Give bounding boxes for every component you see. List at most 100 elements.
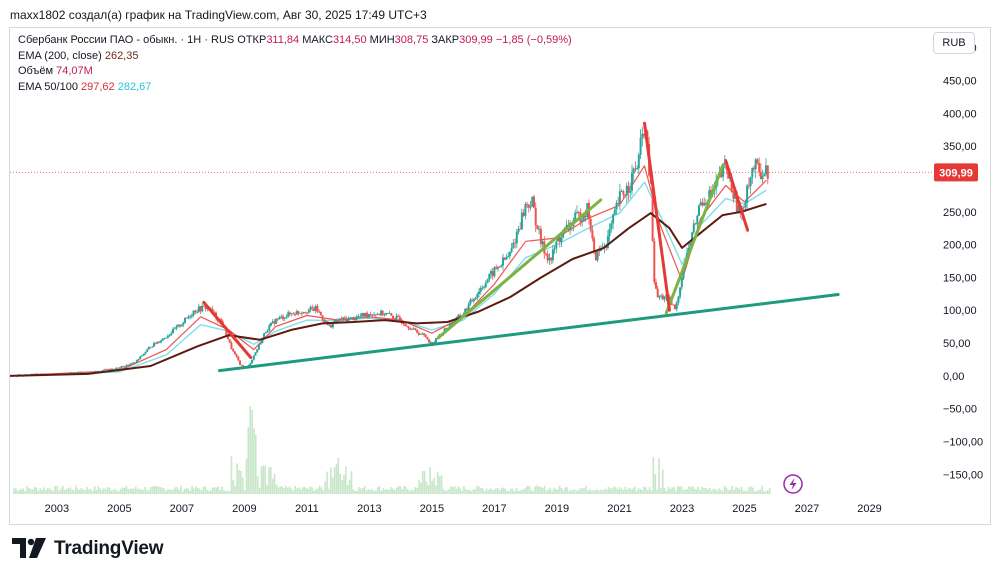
volume-bar <box>705 487 707 494</box>
volume-bar <box>639 488 642 494</box>
candle-body <box>299 312 302 314</box>
candle-body <box>282 316 284 320</box>
candle-body <box>151 346 154 348</box>
candle-body <box>747 185 750 187</box>
candle-body <box>268 325 271 331</box>
chart-author-line: maxx1802 создал(а) график на TradingView… <box>10 8 427 22</box>
volume-bar <box>193 488 195 494</box>
candle-body <box>761 176 764 180</box>
volume-bar <box>361 488 364 494</box>
candle-body <box>122 366 125 368</box>
volume-bar <box>320 487 323 494</box>
legend-high-label: МАКС <box>302 34 333 46</box>
volume-bar <box>667 486 670 494</box>
candle-body <box>522 212 525 216</box>
volume-bar <box>185 487 188 494</box>
volume-bar <box>538 486 540 494</box>
candle-body <box>331 323 334 328</box>
volume-bar <box>671 487 673 494</box>
volume-bar <box>708 487 711 494</box>
candle-body <box>507 256 510 258</box>
legend-volume-row[interactable]: Объём 74,07M <box>18 64 572 80</box>
volume-bar <box>298 487 300 494</box>
candle-body <box>395 315 398 320</box>
candle-body <box>189 316 192 318</box>
candle-body <box>629 190 632 193</box>
candle-body <box>79 372 82 374</box>
volume-bar <box>63 490 66 494</box>
volume-bar <box>18 489 21 494</box>
candle-body <box>577 212 580 213</box>
candle-body <box>517 228 520 232</box>
y-axis-tick-label: −100,00 <box>943 437 983 449</box>
volume-bar <box>301 487 304 494</box>
candle-body <box>660 295 663 297</box>
volume-bar <box>707 489 709 494</box>
volume-bar <box>262 465 265 494</box>
candle-body <box>373 314 376 316</box>
volume-bar <box>506 490 508 494</box>
candle-body <box>280 316 283 318</box>
candle-body <box>362 313 365 317</box>
volume-bar <box>91 490 94 494</box>
candle-body <box>639 137 642 155</box>
volume-bar <box>285 485 287 494</box>
candle-body <box>675 302 678 310</box>
candle-body <box>699 202 702 206</box>
candle-body <box>380 310 382 316</box>
volume-bar <box>281 486 283 494</box>
volume-bar <box>549 487 551 494</box>
candle-body <box>613 209 616 215</box>
volume-bar <box>75 485 77 494</box>
volume-bar <box>191 485 193 494</box>
candle-body <box>622 191 625 195</box>
volume-bar <box>350 471 353 494</box>
events-icon[interactable] <box>783 474 803 494</box>
x-axis-tick-label: 2013 <box>357 503 381 515</box>
currency-button[interactable]: RUB <box>933 32 975 54</box>
volume-bar <box>763 491 765 494</box>
volume-bar <box>511 488 514 494</box>
volume-bar <box>532 491 535 494</box>
volume-bar <box>189 490 191 494</box>
volume-bar <box>588 489 591 494</box>
volume-bar <box>602 490 604 494</box>
volume-bar <box>658 458 660 494</box>
volume-bar <box>30 488 32 494</box>
volume-bar <box>80 488 83 494</box>
tradingview-logo[interactable]: TradingView <box>12 538 164 560</box>
legend-instrument[interactable]: Сбербанк России ПАО - обыкн. · 1Н · RUS <box>18 34 235 46</box>
volume-bar <box>566 487 568 494</box>
volume-bar <box>435 485 437 494</box>
volume-bar <box>693 488 696 494</box>
candle-body <box>698 205 700 216</box>
candle-body <box>294 314 296 316</box>
volume-bar <box>292 490 295 494</box>
candle-body <box>225 327 228 336</box>
volume-bar <box>326 471 328 494</box>
volume-bar <box>759 489 762 494</box>
volume-bar <box>331 477 334 494</box>
volume-bar <box>305 488 308 494</box>
volume-bar <box>313 490 315 494</box>
candle-body <box>263 333 266 338</box>
volume-bar <box>390 487 392 494</box>
legend-change: −1,85 (−0,59%) <box>495 34 572 46</box>
volume-bar <box>461 490 463 494</box>
volume-bar <box>93 486 96 494</box>
volume-bar <box>663 488 666 494</box>
volume-bar <box>52 490 55 494</box>
y-axis-tick-label: 50,00 <box>943 338 971 350</box>
volume-bar <box>288 486 291 494</box>
volume-bar <box>307 488 310 494</box>
candle-body <box>172 328 174 334</box>
candle-body <box>87 372 90 373</box>
volume-bar <box>480 487 482 494</box>
legend-ema-pair-row[interactable]: EMA 50/100 297,62 282,67 <box>18 80 572 96</box>
legend-ema200-row[interactable]: EMA (200, close) 262,35 <box>18 49 572 65</box>
volume-bar <box>161 487 163 494</box>
candle-body <box>656 288 659 298</box>
candle-body <box>720 172 723 177</box>
candle-body <box>428 339 431 343</box>
